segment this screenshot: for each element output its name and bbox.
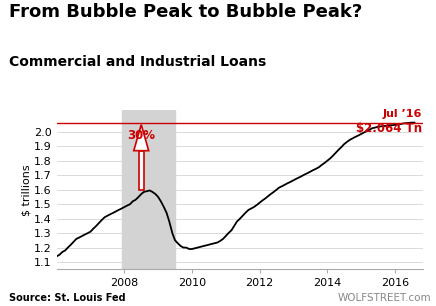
Bar: [122, 110, 175, 269]
Text: Commercial and Industrial Loans: Commercial and Industrial Loans: [9, 55, 266, 69]
Text: 30%: 30%: [127, 129, 155, 142]
Text: Jul ’16: Jul ’16: [383, 109, 422, 119]
Text: From Bubble Peak to Bubble Peak?: From Bubble Peak to Bubble Peak?: [9, 3, 362, 21]
Text: Source: St. Louis Fed: Source: St. Louis Fed: [9, 293, 125, 303]
Bar: [139, 151, 144, 190]
Text: $2.064 Tn: $2.064 Tn: [356, 122, 422, 135]
Polygon shape: [134, 125, 149, 151]
Text: WOLFSTREET.com: WOLFSTREET.com: [338, 293, 432, 303]
Y-axis label: $ trillions: $ trillions: [21, 164, 31, 215]
